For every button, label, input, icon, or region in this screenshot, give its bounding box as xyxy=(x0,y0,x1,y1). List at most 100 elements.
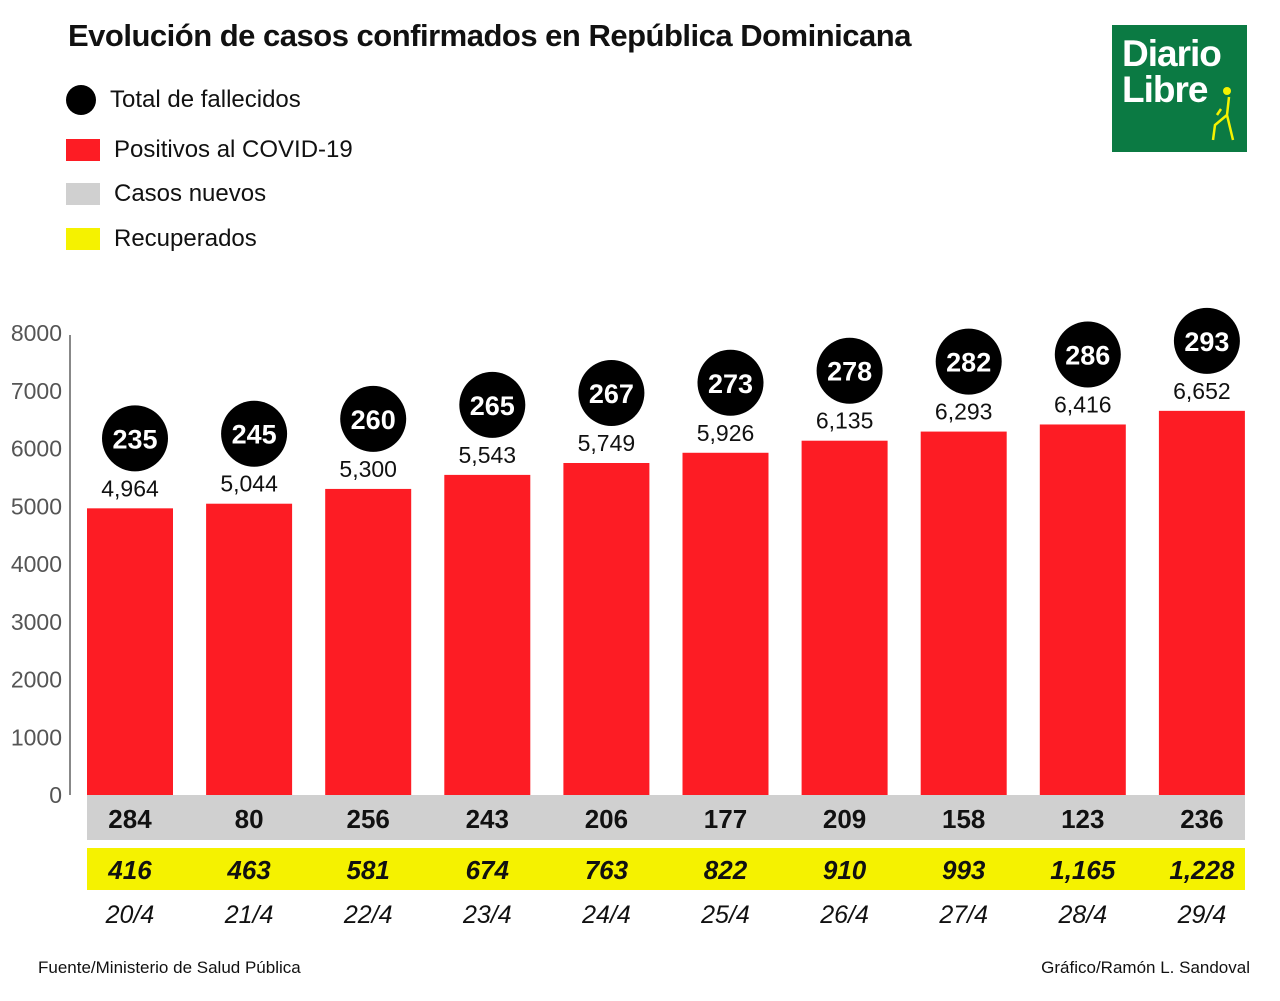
recovered-label: 1,165 xyxy=(1050,855,1116,885)
x-tick-label: 20/4 xyxy=(105,901,155,929)
deaths-label: 293 xyxy=(1184,327,1229,357)
positives-bar xyxy=(206,503,293,795)
new-cases-label: 158 xyxy=(942,804,985,834)
positives-label: 5,300 xyxy=(339,456,397,482)
deaths-circle xyxy=(340,385,407,452)
positives-label: 5,044 xyxy=(220,471,278,497)
new-cases-label: 123 xyxy=(1061,804,1104,834)
y-tick-label: 4000 xyxy=(11,551,62,577)
x-tick-label: 28/4 xyxy=(1057,901,1107,929)
new-cases-band xyxy=(87,795,1245,840)
legend-positives: Positivos al COVID-19 xyxy=(66,136,353,164)
positives-label: 5,926 xyxy=(697,420,755,446)
diario-libre-logo: Diario Libre xyxy=(1112,25,1247,152)
recovered-label: 822 xyxy=(704,855,748,885)
recovered-label: 993 xyxy=(942,855,986,885)
recovered-label: 416 xyxy=(107,855,152,885)
credit-note: Gráfico/Ramón L. Sandoval xyxy=(1041,958,1250,977)
positives-bar xyxy=(920,431,1007,795)
recovered-label: 1,228 xyxy=(1169,855,1235,885)
chart-title: Evolución de casos confirmados en Repúbl… xyxy=(68,18,911,53)
y-tick-label: 0 xyxy=(49,782,62,808)
new-cases-label: 236 xyxy=(1180,804,1223,834)
x-tick-label: 27/4 xyxy=(938,901,988,929)
y-tick-label: 5000 xyxy=(11,493,62,519)
x-tick-label: 23/4 xyxy=(462,901,512,929)
recovered-label: 910 xyxy=(823,855,867,885)
recovered-band xyxy=(87,848,1245,890)
y-tick-label: 1000 xyxy=(11,724,62,750)
legend-swatch xyxy=(66,183,100,205)
positives-label: 5,749 xyxy=(578,430,636,456)
new-cases-label: 243 xyxy=(466,804,509,834)
deaths-label: 245 xyxy=(232,420,277,450)
deaths-circle xyxy=(578,359,645,426)
deaths-label: 282 xyxy=(946,348,991,378)
legend-swatch xyxy=(66,228,100,250)
source-note: Fuente/Ministerio de Salud Pública xyxy=(38,958,301,977)
x-tick-label: 25/4 xyxy=(700,901,750,929)
deaths-circle xyxy=(459,371,526,438)
deaths-label: 267 xyxy=(589,379,634,409)
x-tick-label: 24/4 xyxy=(581,901,631,929)
deaths-label: 273 xyxy=(708,369,753,399)
positives-bar xyxy=(444,474,531,795)
deaths-circle xyxy=(935,328,1002,395)
deaths-label: 286 xyxy=(1065,340,1110,370)
new-cases-label: 256 xyxy=(347,804,390,834)
recovered-label: 463 xyxy=(226,855,271,885)
deaths-label: 260 xyxy=(351,405,396,435)
positives-bar xyxy=(682,452,769,795)
positives-bar xyxy=(87,508,173,795)
positives-label: 6,293 xyxy=(935,399,993,425)
legend-new-cases: Casos nuevos xyxy=(66,180,266,208)
recovered-label: 674 xyxy=(466,855,510,885)
deaths-label: 235 xyxy=(112,424,157,454)
y-tick-label: 8000 xyxy=(11,320,62,346)
positives-label: 6,416 xyxy=(1054,391,1112,417)
legend-label: Total de fallecidos xyxy=(110,86,301,113)
positives-bar xyxy=(801,440,888,795)
legend-label: Recuperados xyxy=(114,225,257,252)
legend-swatch xyxy=(66,139,100,161)
positives-bar xyxy=(325,488,412,795)
positives-bar xyxy=(1158,410,1245,795)
y-tick-label: 7000 xyxy=(11,378,62,404)
recovered-label: 581 xyxy=(347,855,390,885)
y-tick-label: 6000 xyxy=(11,436,62,462)
positives-label: 5,543 xyxy=(459,442,517,468)
logo-text: Libre xyxy=(1122,69,1208,110)
legend-label: Casos nuevos xyxy=(114,180,267,207)
legend-deaths: Total de fallecidos xyxy=(66,85,301,115)
positives-label: 4,964 xyxy=(101,475,159,501)
deaths-circle xyxy=(102,405,168,472)
new-cases-label: 80 xyxy=(235,804,264,834)
x-tick-label: 26/4 xyxy=(819,901,869,929)
deaths-circle xyxy=(1054,321,1121,388)
positives-bar xyxy=(563,462,650,795)
deaths-label: 265 xyxy=(470,391,515,421)
positives-bar xyxy=(1039,424,1126,795)
recovered-label: 763 xyxy=(585,855,629,885)
new-cases-label: 209 xyxy=(823,804,866,834)
new-cases-label: 284 xyxy=(108,804,152,834)
new-cases-label: 177 xyxy=(704,804,747,834)
deaths-circle xyxy=(697,349,764,416)
y-tick-label: 3000 xyxy=(11,609,62,635)
deaths-circle xyxy=(816,337,883,404)
new-cases-label: 206 xyxy=(585,804,628,834)
y-tick-label: 2000 xyxy=(11,667,62,693)
deaths-label: 278 xyxy=(827,357,872,387)
positives-label: 6,135 xyxy=(816,408,874,434)
logo-text: Diario xyxy=(1122,33,1222,74)
figure-icon xyxy=(1211,87,1235,141)
x-tick-label: 21/4 xyxy=(224,901,274,929)
legend-recovered: Recuperados xyxy=(66,225,257,253)
legend-dot-icon xyxy=(66,85,96,115)
deaths-circle xyxy=(1173,307,1240,374)
x-tick-label: 22/4 xyxy=(343,901,393,929)
legend-label: Positivos al COVID-19 xyxy=(114,136,353,163)
x-tick-label: 29/4 xyxy=(1177,901,1227,929)
